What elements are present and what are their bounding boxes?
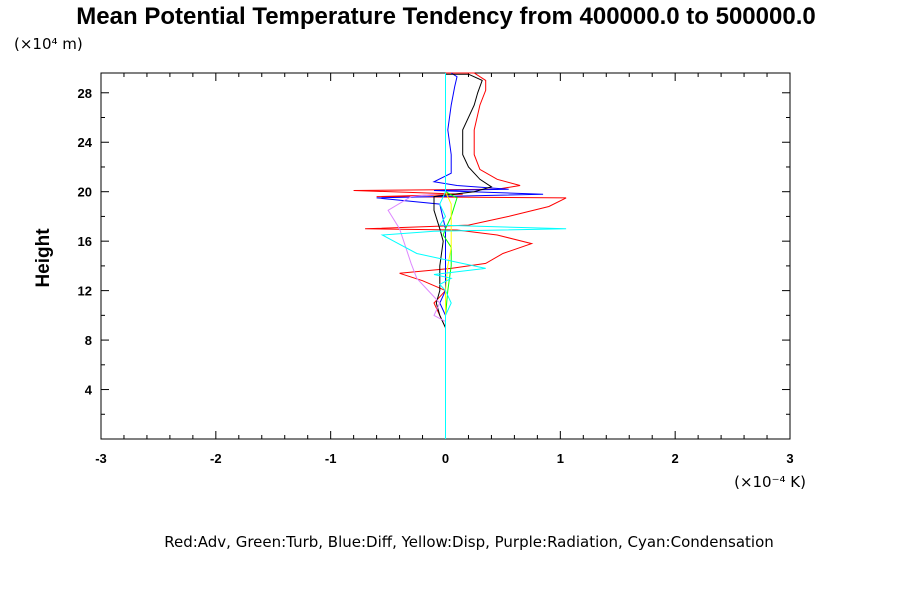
y-tick-label: 4 <box>85 383 93 398</box>
x-tick-label: 0 <box>442 451 449 466</box>
x-axis-unit: (×10⁻⁴ K) <box>734 473 806 491</box>
series-line-0 <box>353 72 567 341</box>
y-tick-label: 24 <box>78 135 93 150</box>
y-tick-labels: 4 8 12 16 20 24 28 <box>78 86 93 398</box>
x-tick-label: -3 <box>95 451 107 466</box>
axis-ticks <box>100 73 791 439</box>
series-layer <box>353 72 567 439</box>
x-tick-label: 1 <box>557 451 564 466</box>
y-tick-label: 20 <box>78 185 92 200</box>
y-axis-label: Height <box>33 228 54 288</box>
series-line-6 <box>380 73 567 439</box>
series-line-2 <box>433 73 493 341</box>
legend-text: Red:Adv, Green:Turb, Blue:Diff, Yellow:D… <box>164 533 774 551</box>
series-line-4 <box>445 191 452 341</box>
x-tick-label: 3 <box>786 451 793 466</box>
y-tick-label: 8 <box>85 333 92 348</box>
series-line-1 <box>376 72 544 341</box>
x-tick-label: 2 <box>672 451 679 466</box>
y-tick-label: 28 <box>78 86 92 101</box>
y-tick-label: 16 <box>78 234 92 249</box>
series-line-5 <box>387 193 446 322</box>
x-tick-label: -2 <box>210 451 222 466</box>
y-tick-label: 12 <box>78 284 92 299</box>
x-tick-label: -1 <box>325 451 337 466</box>
x-tick-labels: -3 -2 -1 0 1 2 3 <box>95 451 793 466</box>
y-axis-unit: (×10⁴ m) <box>14 35 83 53</box>
chart-title: Mean Potential Temperature Tendency from… <box>76 3 815 30</box>
